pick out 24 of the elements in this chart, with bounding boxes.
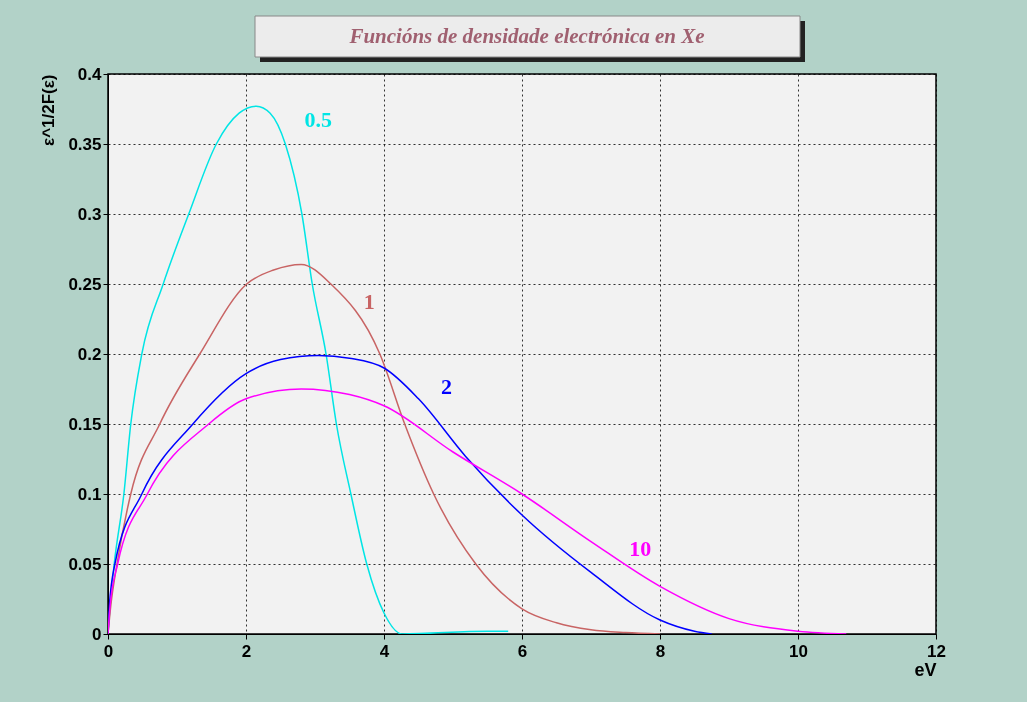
y-tick-label: 0.1	[77, 484, 102, 504]
y-tick-label: 0.35	[68, 134, 102, 154]
series-label: 2	[440, 374, 452, 400]
x-tick-label: 8	[655, 641, 666, 661]
series-label: 0.5	[304, 107, 333, 133]
y-tick-label: 0.05	[68, 554, 102, 574]
x-tick-label: 6	[517, 641, 528, 661]
y-tick-label: 0.2	[77, 344, 102, 364]
series-label: 10	[629, 536, 652, 561]
line-series	[108, 263, 661, 634]
y-tick-label: 0	[92, 624, 102, 644]
x-tick-label: 2	[241, 641, 252, 661]
y-tick-label: 0.3	[77, 204, 102, 224]
y-tick-label: 0.25	[68, 274, 102, 294]
series-label: 1	[363, 289, 375, 315]
x-tick-label: 10	[789, 641, 808, 661]
chart-title: Funcións de densidade electrónica en Xe	[348, 24, 705, 48]
x-axis-title: eV	[914, 659, 937, 680]
y-tick-label: 0.4	[77, 64, 103, 84]
y-tick-label: 0.15	[68, 414, 102, 434]
x-tick-label: 4	[379, 641, 390, 661]
x-tick-label: 12	[927, 641, 946, 661]
y-axis-title: ε^1/2F(ε)	[39, 74, 59, 146]
line-series	[108, 354, 713, 634]
